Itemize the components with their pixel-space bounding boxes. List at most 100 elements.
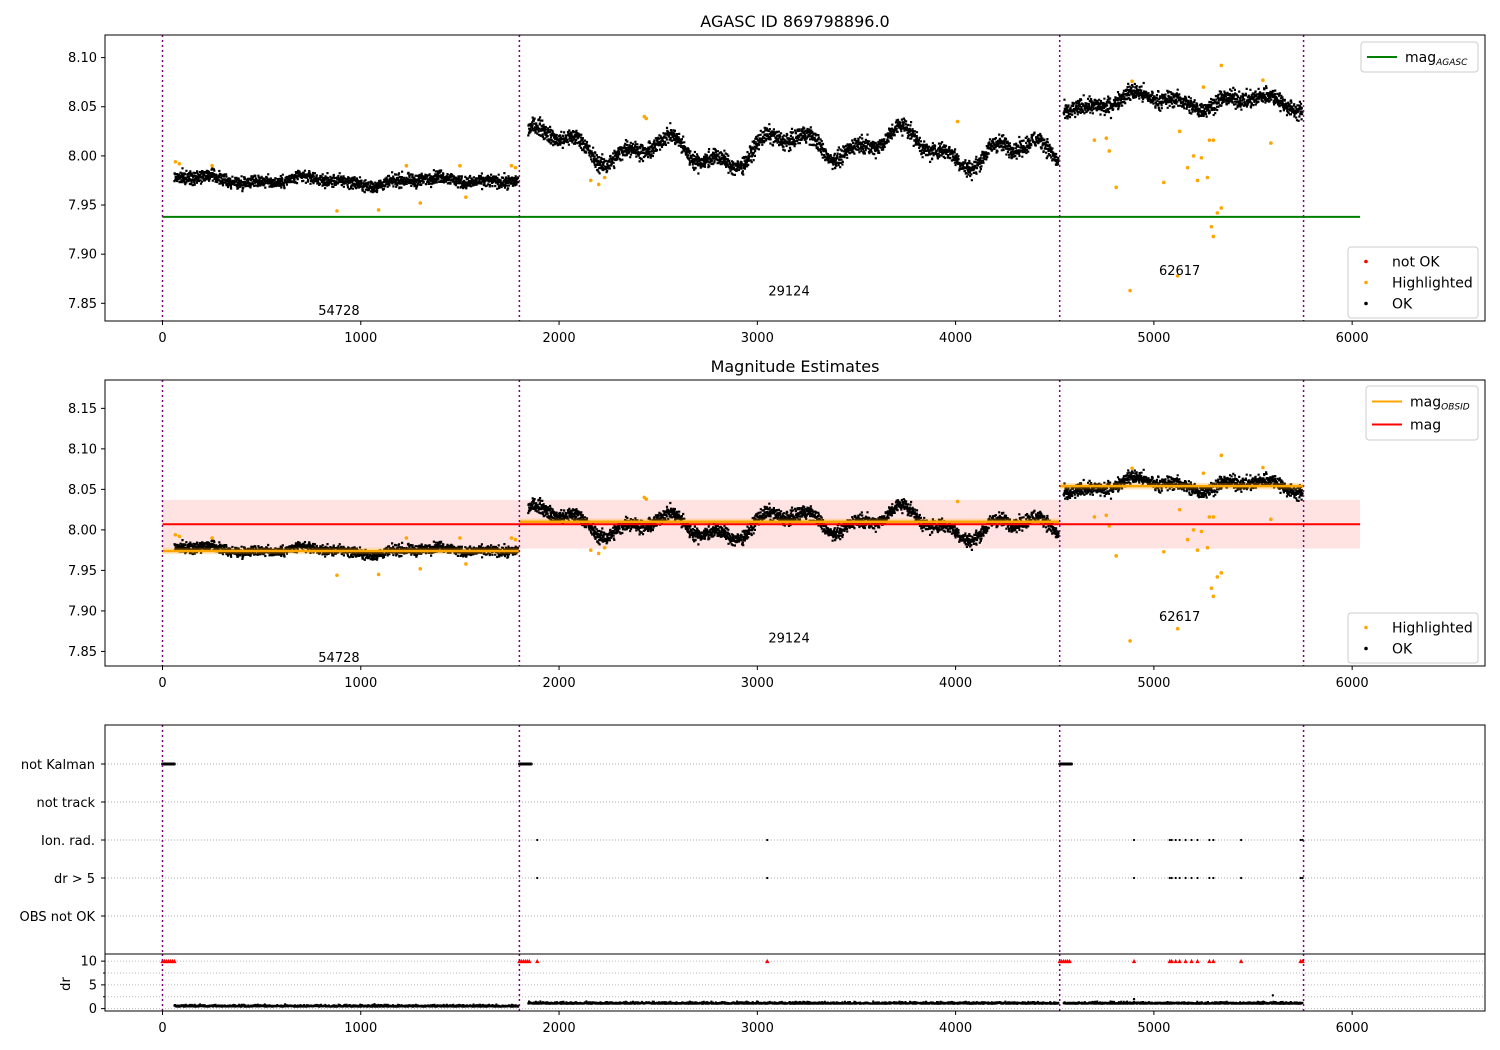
flag-point — [1212, 876, 1215, 880]
highlighted-point — [588, 178, 593, 183]
legend-label: OK — [1392, 642, 1413, 658]
legend-box — [1347, 246, 1479, 319]
x-tick-label: 0 — [158, 676, 166, 691]
legend-box — [1365, 385, 1479, 441]
flag-point — [536, 876, 539, 880]
x-tick-label: 3000 — [741, 331, 774, 346]
axes-frame — [104, 953, 1486, 1012]
obsid-label: 54728 — [318, 304, 359, 319]
x-tick-label: 0 — [158, 1021, 166, 1036]
dr-clipped-marker — [1189, 958, 1194, 964]
dr-clipped-marker — [1238, 958, 1244, 964]
flag-category-label: dr > 5 — [54, 872, 95, 887]
highlighted-point — [1128, 288, 1132, 293]
highlighted-point — [418, 566, 423, 571]
x-tick-label: 2000 — [543, 676, 576, 691]
y-tick-label: 8.10 — [68, 442, 97, 457]
highlighted-point — [404, 536, 409, 540]
legend-box — [1360, 41, 1479, 73]
flag-point — [1190, 838, 1193, 842]
highlighted-point — [1201, 85, 1206, 89]
highlighted-point — [418, 201, 423, 205]
highlighted-point — [509, 536, 514, 540]
highlighted-point — [458, 163, 462, 168]
dr-clipped-marker — [1177, 958, 1182, 964]
dr-points — [173, 1000, 1304, 1008]
highlighted-point — [376, 208, 381, 212]
highlighted-point — [1207, 515, 1212, 519]
highlighted-point — [1161, 180, 1166, 185]
highlighted-point — [404, 163, 409, 168]
x-tick-label: 4000 — [939, 676, 972, 691]
dr-clipped-marker — [1211, 958, 1216, 964]
flags-plot-area: not Kalman not track Ion. rad. dr > 5 OBS no… — [20, 724, 1486, 955]
highlighted-point — [1211, 515, 1216, 519]
highlighted-point — [1219, 453, 1224, 458]
flag-point — [1168, 876, 1171, 880]
flag-point — [1196, 838, 1199, 842]
highlighted-point — [596, 182, 601, 187]
highlighted-point — [602, 175, 607, 180]
flag-point — [1184, 876, 1187, 880]
axes-frame — [104, 34, 1486, 322]
dr-clipped-marker — [1183, 958, 1188, 964]
flag-point — [1170, 838, 1173, 842]
highlighted-point — [513, 165, 518, 170]
highlighted-point — [1269, 517, 1273, 522]
highlighted-point — [177, 534, 182, 539]
highlighted-point — [1209, 586, 1214, 591]
obsid-label: 62617 — [1159, 610, 1200, 625]
x-tick-label: 1000 — [344, 1021, 377, 1036]
highlighted-point — [1191, 154, 1196, 158]
highlighted-point — [1191, 528, 1196, 532]
x-tick-label: 2000 — [543, 331, 576, 346]
highlighted-point — [177, 161, 182, 166]
flag-point — [1208, 838, 1211, 842]
highlighted-point — [1130, 466, 1134, 471]
highlighted-point — [376, 572, 381, 577]
highlighted-point — [1107, 149, 1112, 153]
flag-category-label: not Kalman — [21, 758, 95, 773]
highlighted-point — [955, 119, 960, 124]
highlighted-point — [1211, 594, 1216, 599]
highlighted-point — [1185, 537, 1190, 542]
flag-point — [172, 762, 176, 766]
highlighted-point — [1209, 224, 1214, 229]
panel-agasc-magnitude: AGASC ID 869798896.0 0 1000 2000 3000 4000 50… — [68, 12, 1486, 346]
dr-clipped-marker — [1207, 958, 1212, 964]
highlighted-point — [210, 536, 214, 540]
highlighted-point — [173, 159, 178, 164]
dr-clipped-marker — [1300, 958, 1305, 964]
x-tick-label: 3000 — [741, 1021, 774, 1036]
highlighted-point — [1207, 138, 1212, 142]
highlighted-point — [1092, 138, 1097, 142]
flag-category-label: not track — [36, 796, 95, 811]
legend-dot-swatch — [1364, 280, 1368, 285]
legend-dot-swatch — [1364, 646, 1368, 651]
highlighted-point — [1261, 465, 1265, 470]
highlighted-point — [1195, 178, 1200, 183]
flag-point — [1184, 838, 1187, 842]
dr-clipped-marker — [1067, 958, 1072, 964]
legend-box — [1347, 612, 1479, 664]
flag-point — [529, 762, 533, 766]
highlighted-point — [1261, 78, 1265, 83]
highlighted-point — [644, 116, 649, 121]
panel-magnitude-estimates: Magnitude Estimates 0 1000 2000 3000 4000 500… — [68, 357, 1486, 691]
highlighted-point — [1195, 548, 1200, 552]
highlighted-point — [1104, 513, 1109, 518]
dr-clipped-marker — [535, 958, 540, 964]
flag-point — [1178, 876, 1181, 880]
ok-points — [173, 81, 1304, 194]
highlighted-point — [1211, 138, 1216, 142]
legend-label: Highlighted — [1392, 276, 1473, 292]
y-tick-label: 7.85 — [68, 645, 97, 660]
y-tick-label: 5 — [89, 978, 97, 993]
y-tick-label: 7.95 — [68, 564, 97, 579]
y-tick-label: 7.90 — [68, 604, 97, 619]
x-tick-label: 6000 — [1336, 1021, 1369, 1036]
highlighted-point — [458, 536, 462, 540]
highlighted-point — [1219, 206, 1224, 210]
highlighted-point — [955, 499, 960, 504]
highlighted-point — [1175, 273, 1180, 278]
